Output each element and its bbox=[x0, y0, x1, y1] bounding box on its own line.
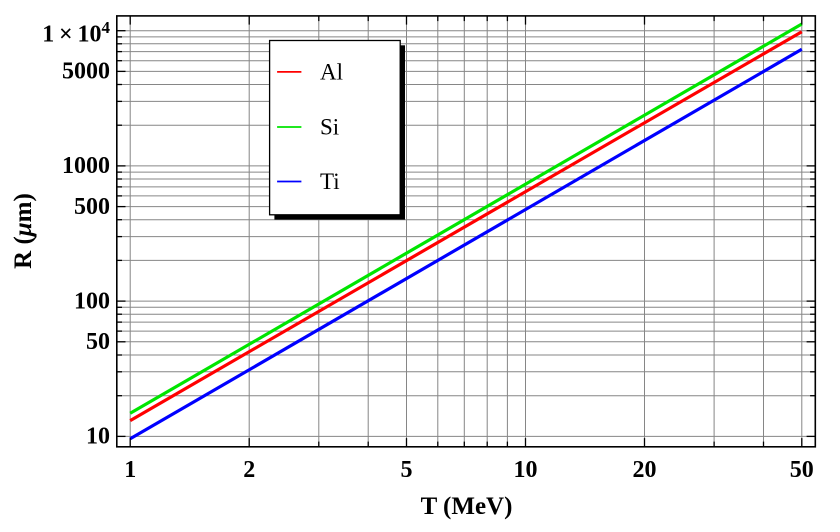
svg-text:Si: Si bbox=[320, 114, 339, 139]
svg-text:5: 5 bbox=[401, 457, 413, 483]
svg-text:T (MeV): T (MeV) bbox=[421, 493, 513, 520]
svg-text:1000: 1000 bbox=[62, 153, 110, 179]
svg-text:Al: Al bbox=[320, 60, 343, 85]
svg-text:1: 1 bbox=[124, 457, 136, 483]
svg-text:10: 10 bbox=[514, 457, 538, 483]
svg-text:R (μm): R (μm) bbox=[10, 193, 37, 269]
svg-text:50: 50 bbox=[790, 457, 814, 483]
svg-text:100: 100 bbox=[74, 288, 110, 314]
svg-text:10: 10 bbox=[86, 424, 110, 450]
svg-text:1 × 104: 1 × 104 bbox=[42, 18, 110, 48]
svg-text:5000: 5000 bbox=[62, 59, 110, 85]
svg-text:500: 500 bbox=[74, 194, 110, 220]
svg-text:2: 2 bbox=[243, 457, 255, 483]
svg-text:50: 50 bbox=[86, 329, 110, 355]
svg-text:Ti: Ti bbox=[320, 169, 340, 194]
svg-text:20: 20 bbox=[633, 457, 657, 483]
